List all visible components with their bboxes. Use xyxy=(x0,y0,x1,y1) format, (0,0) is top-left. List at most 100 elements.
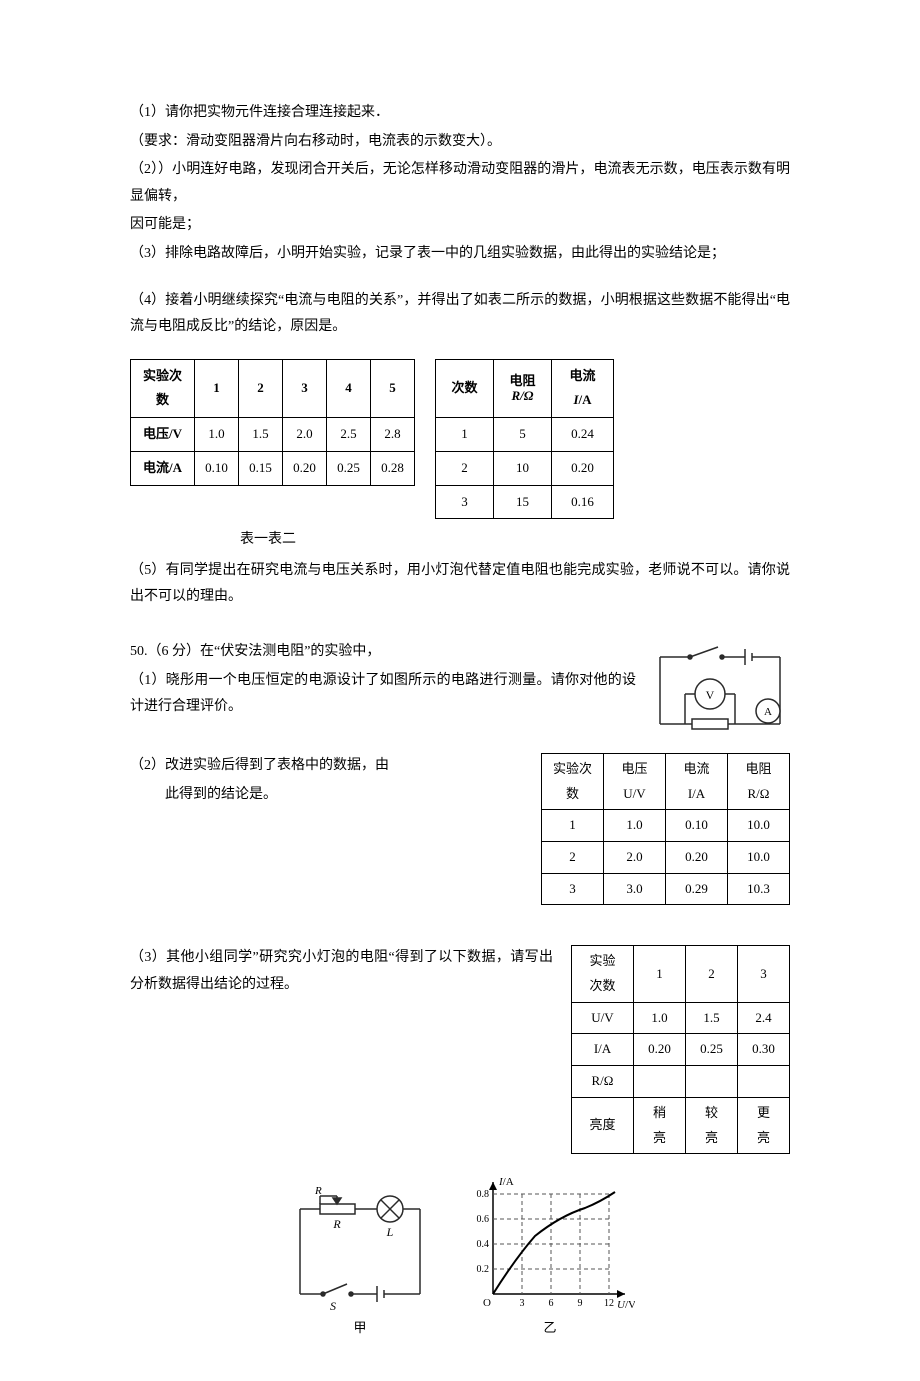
ammeter-label: A xyxy=(764,706,772,718)
q50-text: 50.（6 分）在“伏安法测电阻”的实验中， （1）晓彤用一个电压恒定的电源设计… xyxy=(130,639,636,723)
q50-title: 50.（6 分）在“伏安法测电阻”的实验中， xyxy=(130,639,636,666)
t4-r1c0: U/V xyxy=(572,1002,634,1034)
xtick-0: 3 xyxy=(520,1298,525,1309)
ylabel: I/A xyxy=(498,1176,514,1188)
t3-r2c3: 10.0 xyxy=(728,842,790,874)
fig-yi-col: 0.2 0.4 0.6 0.8 3 6 9 12 O I/A U/V 乙 xyxy=(465,1174,635,1341)
t3-r2c0: 2 xyxy=(542,842,604,874)
t3-r3c0: 3 xyxy=(542,873,604,905)
ytick-2: 0.6 xyxy=(477,1214,490,1225)
t4-r2c2: 0.25 xyxy=(686,1034,738,1066)
table-4: 实验次数 1 2 3 U/V1.01.52.4 I/A0.200.250.30 … xyxy=(571,945,790,1154)
t2-r3c2: 0.16 xyxy=(552,485,614,519)
xlabel: U/V xyxy=(617,1299,635,1311)
t2-r1c1: 5 xyxy=(494,418,552,452)
q50-p3-wrap: （3）其他小组同学”研究究小灯泡的电阻“得到了以下数据，请写出分析数据得出结论的… xyxy=(130,945,790,1154)
fig-jia-caption: 甲 xyxy=(353,1316,366,1341)
t1-r2c0: 电流/A xyxy=(131,451,195,485)
t4-r2c0: I/A xyxy=(572,1034,634,1066)
fig-yi-caption: 乙 xyxy=(543,1316,556,1341)
t2-r3c1: 15 xyxy=(494,485,552,519)
t2-h1: 次数 xyxy=(436,359,494,417)
t3-r3c1: 3.0 xyxy=(604,873,666,905)
t4-r1c3: 2.4 xyxy=(738,1002,790,1034)
ytick-3: 0.8 xyxy=(477,1189,490,1200)
t2-h2a: 电阻 xyxy=(509,373,535,388)
t4-r3c1 xyxy=(634,1066,686,1098)
t3-r1c3: 10.0 xyxy=(728,810,790,842)
q1-p4: （4）接着小明继续探究“电流与电阻的关系”，并得出了如表二所示的数据，小明根据这… xyxy=(130,288,790,341)
table-2: 次数 电阻R/Ω 电流 I/A 150.24 2100.20 3150.16 xyxy=(435,359,614,519)
t4-h0: 实验次数 xyxy=(572,946,634,1002)
lamp-label: L xyxy=(386,1225,394,1239)
rheostat-label-italic: R xyxy=(332,1217,341,1231)
t2-r2c2: 0.20 xyxy=(552,451,614,485)
t1-r2c3: 0.20 xyxy=(283,451,327,485)
t3-h2: 电流 I/A xyxy=(666,753,728,809)
t3-h0: 实验次数 xyxy=(542,753,604,809)
tables-caption: 表一表二 xyxy=(240,527,790,554)
q50-wrap: 50.（6 分）在“伏安法测电阻”的实验中， （1）晓彤用一个电压恒定的电源设计… xyxy=(130,639,790,739)
t1-r2c5: 0.28 xyxy=(371,451,415,485)
t3-r2c2: 0.20 xyxy=(666,842,728,874)
voltmeter-label: V xyxy=(706,688,715,702)
t1-r1c2: 1.5 xyxy=(239,418,283,452)
t3-r1c2: 0.10 xyxy=(666,810,728,842)
t1-h5: 5 xyxy=(371,359,415,417)
t4-r1c1: 1.0 xyxy=(634,1002,686,1034)
table-1: 实验次数 1 2 3 4 5 电压/V 1.0 1.5 2.0 2.5 2.8 … xyxy=(130,359,415,486)
t1-h3: 3 xyxy=(283,359,327,417)
t4-r4c3: 更亮 xyxy=(738,1097,790,1153)
t4-r2c3: 0.30 xyxy=(738,1034,790,1066)
t1-r2c2: 0.15 xyxy=(239,451,283,485)
t4-h1: 1 xyxy=(634,946,686,1002)
t3-r3c3: 10.3 xyxy=(728,873,790,905)
bottom-figures: R R L S 甲 xyxy=(130,1174,790,1341)
q1-p2b: 因可能是； xyxy=(130,212,790,239)
iv-graph: 0.2 0.4 0.6 0.8 3 6 9 12 O I/A U/V xyxy=(465,1174,635,1314)
t4-r2c1: 0.20 xyxy=(634,1034,686,1066)
xlabel-b: /V xyxy=(625,1299,635,1311)
t3-r3c2: 0.29 xyxy=(666,873,728,905)
t1-r1c1: 1.0 xyxy=(195,418,239,452)
q50-p2-l2: 此得到的结论是。 xyxy=(130,782,523,809)
q50-p3: （3）其他小组同学”研究究小灯泡的电阻“得到了以下数据，请写出分析数据得出结论的… xyxy=(130,945,553,998)
table-3: 实验次数 电压 U/V 电流 I/A 电阻 R/Ω 11.00.1010.0 2… xyxy=(541,753,790,905)
t1-h2: 2 xyxy=(239,359,283,417)
t2-h3a: 电流 xyxy=(569,368,595,383)
t4-h2: 2 xyxy=(686,946,738,1002)
t1-h0: 实验次数 xyxy=(131,359,195,417)
t1-r1c0: 电压/V xyxy=(131,418,195,452)
q50-p1: （1）晓彤用一个电压恒定的电源设计了如图所示的电路进行测量。请你对他的设计进行合… xyxy=(130,668,636,721)
xtick-2: 9 xyxy=(578,1298,583,1309)
t2-r2c0: 2 xyxy=(436,451,494,485)
tables-row-1: 实验次数 1 2 3 4 5 电压/V 1.0 1.5 2.0 2.5 2.8 … xyxy=(130,359,790,519)
circuit-diagram-2: R R L S xyxy=(285,1184,435,1314)
q1-p2a: （2））小明连好电路，发现闭合开关后，无论怎样移动滑动变阻器的滑片，电流表无示数… xyxy=(130,157,790,210)
xtick-1: 6 xyxy=(549,1298,554,1309)
t2-r1c2: 0.24 xyxy=(552,418,614,452)
q50-p2-l1: （2）改进实验后得到了表格中的数据，由 xyxy=(130,753,523,780)
ylabel-b: /A xyxy=(503,1176,514,1188)
t2-h2: 电阻R/Ω xyxy=(494,359,552,417)
t3-r1c0: 1 xyxy=(542,810,604,842)
t1-r1c4: 2.5 xyxy=(327,418,371,452)
ytick-0: 0.2 xyxy=(477,1264,490,1275)
rheostat-label-top: R xyxy=(314,1185,322,1197)
t4-r1c2: 1.5 xyxy=(686,1002,738,1034)
switch-label: S xyxy=(330,1299,336,1313)
q50-p2-wrap: （2）改进实验后得到了表格中的数据，由 此得到的结论是。 实验次数 电压 U/V… xyxy=(130,753,790,905)
t2-r3c0: 3 xyxy=(436,485,494,519)
t2-r2c1: 10 xyxy=(494,451,552,485)
circuit-diagram-1: V A xyxy=(650,639,790,739)
t3-h1: 电压 U/V xyxy=(604,753,666,809)
q1-p3: （3）排除电路故障后，小明开始实验，记录了表一中的几组实验数据，由此得出的实验结… xyxy=(130,241,790,268)
xtick-3: 12 xyxy=(604,1298,614,1309)
t2-r1c0: 1 xyxy=(436,418,494,452)
t2-h2b: R/Ω xyxy=(512,388,534,403)
t4-r3c3 xyxy=(738,1066,790,1098)
t4-r4c0: 亮度 xyxy=(572,1097,634,1153)
q1-p5: （5）有同学提出在研究电流与电压关系时，用小灯泡代替定值电阻也能完成实验，老师说… xyxy=(130,558,790,611)
t4-h3: 3 xyxy=(738,946,790,1002)
fig-jia-col: R R L S 甲 xyxy=(285,1184,435,1341)
